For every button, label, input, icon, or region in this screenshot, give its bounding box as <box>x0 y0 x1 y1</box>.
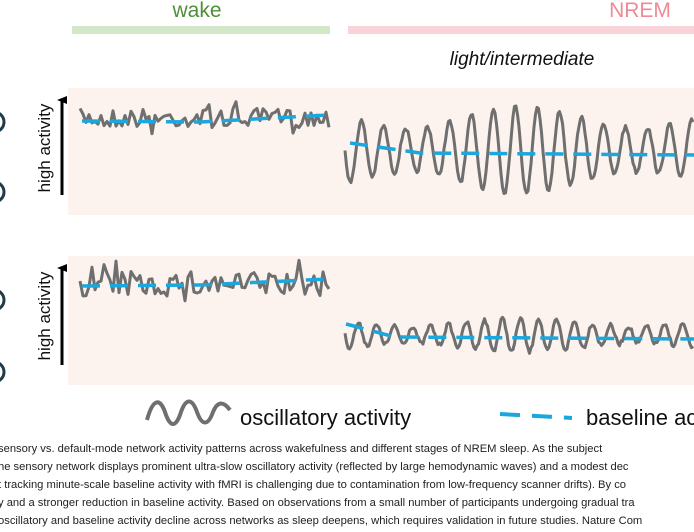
legend-oscillatory-icon <box>145 399 232 426</box>
nrem-bar <box>348 26 694 34</box>
wake-label: wake <box>171 0 221 22</box>
legend-oscillatory-label: oscillatory activity <box>240 405 411 430</box>
oscillatory-trace <box>78 100 331 136</box>
baseline-trace <box>81 277 329 288</box>
caption-line: he sensory network displays prominent ul… <box>0 461 629 473</box>
baseline-trace <box>349 141 694 157</box>
nrem-label: NREM <box>609 0 671 22</box>
panel-background <box>68 88 694 215</box>
baseline-trace <box>81 113 329 124</box>
legend-baseline-icon <box>499 412 573 420</box>
wake-bar <box>72 26 330 34</box>
stage-label: light/intermediate <box>450 49 595 70</box>
caption-line: t tracking minute-scale baseline activit… <box>0 479 626 491</box>
y-axis-label: high activity <box>35 103 54 192</box>
caption-line: oscillatory and baseline activity declin… <box>0 515 642 527</box>
caption-line: y and a stronger reduction in baseline a… <box>0 497 635 509</box>
waveforms <box>78 100 694 355</box>
y-axis-label: high activity <box>35 271 54 360</box>
oscillatory-trace <box>343 104 694 195</box>
network-icons <box>0 112 6 382</box>
panel-background <box>68 256 694 385</box>
baseline-trace <box>345 322 694 341</box>
caption-line: sensory vs. default-mode network activit… <box>0 443 603 455</box>
legend-baseline-label: baseline ac <box>586 405 694 430</box>
